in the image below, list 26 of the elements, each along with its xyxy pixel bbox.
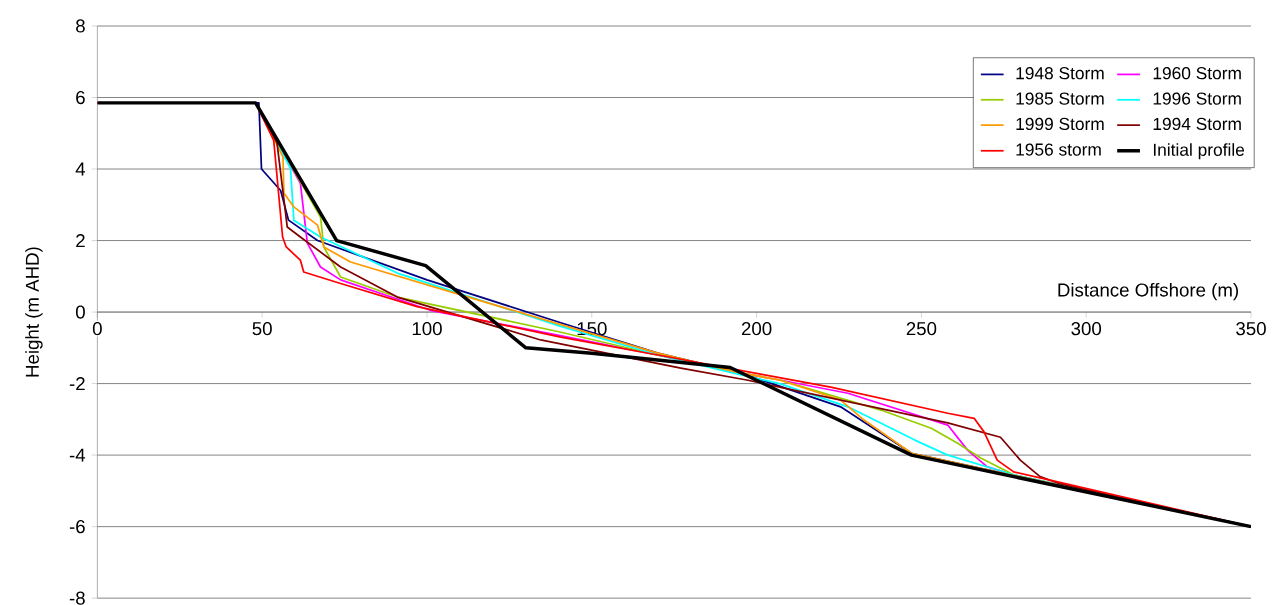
legend-label: Initial profile: [1153, 142, 1245, 160]
y-tick-label: -4: [69, 448, 86, 462]
x-tick-label: 250: [906, 321, 937, 336]
x-tick-label: 350: [1236, 321, 1266, 336]
x-tick-label: 50: [252, 321, 272, 336]
x-axis-title: Distance Offshore (m): [1058, 282, 1238, 301]
legend-label: 1994 Storm: [1153, 117, 1241, 130]
y-tick-label: 2: [76, 233, 85, 247]
legend-label: 1960 Storm: [1153, 66, 1241, 80]
y-axis-title: Height (m AHD): [25, 247, 43, 377]
legend-label: 1985 Storm: [1016, 92, 1104, 105]
x-tick-label: 300: [1071, 321, 1102, 336]
x-tick-label: 100: [412, 321, 442, 336]
y-tick-label: 4: [75, 162, 86, 176]
y-tick-label: 6: [76, 90, 85, 104]
y-tick-label: -6: [69, 519, 85, 534]
x-tick-label: 0: [92, 321, 102, 336]
y-tick-label: 8: [76, 19, 85, 33]
y-tick-label: -8: [69, 591, 85, 605]
legend-label: 1996 Storm: [1153, 92, 1241, 105]
y-tick-label: 0: [75, 305, 85, 319]
y-tick-label: -2: [69, 376, 85, 390]
x-tick-label: 200: [741, 321, 772, 336]
legend-label: 1948 Storm: [1016, 66, 1104, 80]
legend-label: 1999 Storm: [1016, 117, 1104, 130]
legend-label: 1956 storm: [1016, 143, 1101, 156]
